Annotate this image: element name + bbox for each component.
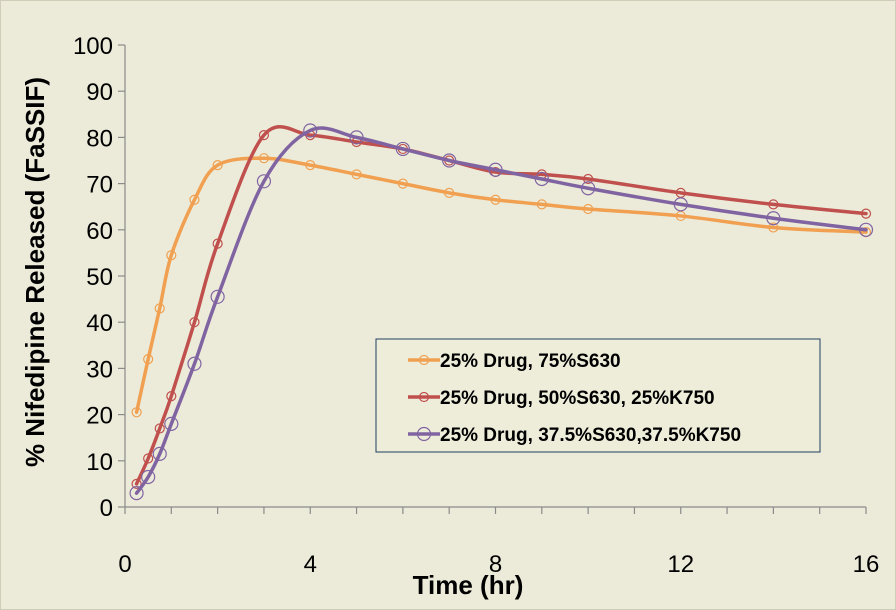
data-point	[212, 160, 223, 171]
y-tick-label: 20	[86, 403, 113, 430]
legend-marker	[418, 391, 430, 403]
legend-label: 25% Drug, 75%S630	[440, 351, 621, 372]
data-point	[154, 423, 165, 434]
series-3	[129, 123, 874, 501]
data-point	[768, 199, 779, 210]
y-tick-label: 50	[86, 264, 113, 291]
y-axis-title: % Nifedipine Released (FaSSIF)	[20, 77, 50, 467]
y-tick-label: 10	[86, 449, 113, 476]
x-tick-label: 8	[489, 551, 502, 578]
data-point	[131, 407, 142, 418]
data-point	[673, 197, 688, 212]
y-tick-label: 90	[86, 79, 113, 106]
data-point	[258, 153, 270, 164]
y-tick-label: 0	[100, 495, 113, 522]
x-tick-label: 0	[118, 551, 131, 578]
data-point	[349, 130, 364, 145]
series-line	[134, 126, 868, 495]
legend-item: 25% Drug, 37.5%S630,37.5%K750	[408, 425, 741, 446]
data-point	[258, 129, 270, 141]
series-line	[134, 125, 868, 486]
data-point	[534, 171, 549, 187]
legend-box	[375, 338, 821, 453]
data-point	[583, 173, 594, 185]
data-point	[766, 211, 781, 226]
data-point	[164, 416, 179, 431]
y-tick-label: 100	[73, 33, 113, 60]
data-point	[536, 199, 547, 210]
data-point	[166, 391, 177, 402]
legend-label: 25% Drug, 37.5%S630,37.5%K750	[440, 425, 741, 446]
data-point	[143, 453, 154, 464]
data-point	[444, 187, 455, 198]
data-point	[583, 203, 594, 215]
data-point	[141, 469, 156, 485]
data-point	[488, 162, 503, 177]
y-tick-label: 80	[86, 125, 113, 152]
data-point	[303, 123, 318, 138]
data-point	[351, 169, 362, 180]
data-point	[189, 194, 200, 205]
data-point	[129, 486, 144, 501]
data-point	[305, 160, 316, 171]
data-point	[154, 303, 165, 314]
data-point	[143, 354, 154, 365]
data-point	[152, 446, 167, 461]
data-point	[187, 356, 202, 371]
series-1	[131, 153, 872, 418]
data-point	[397, 178, 408, 189]
series-line	[134, 156, 868, 415]
data-point	[210, 289, 225, 304]
y-tick-label: 30	[86, 356, 113, 383]
data-point	[212, 238, 223, 249]
data-point	[768, 222, 779, 233]
data-point	[581, 181, 596, 196]
data-point	[860, 208, 872, 219]
x-axis-title: Time (hr)	[413, 570, 524, 600]
data-point	[189, 317, 200, 328]
data-point	[131, 478, 142, 489]
x-tick-label: 12	[667, 551, 694, 578]
y-tick-label: 40	[86, 310, 113, 337]
legend-item: 25% Drug, 50%S630, 25%K750	[408, 388, 715, 409]
x-tick-label: 16	[853, 551, 880, 578]
data-point	[395, 141, 410, 157]
data-point	[442, 153, 457, 168]
y-tick-label: 60	[86, 218, 113, 245]
legend-marker	[418, 354, 430, 366]
data-point	[256, 174, 272, 189]
data-point	[858, 222, 874, 237]
x-tick-label: 4	[304, 551, 317, 578]
data-point	[166, 250, 177, 261]
legend-marker	[416, 426, 432, 442]
legend-item: 25% Drug, 75%S630	[408, 351, 621, 372]
data-point	[490, 194, 501, 205]
legend-label: 25% Drug, 50%S630, 25%K750	[440, 388, 715, 409]
y-tick-label: 70	[86, 172, 113, 199]
